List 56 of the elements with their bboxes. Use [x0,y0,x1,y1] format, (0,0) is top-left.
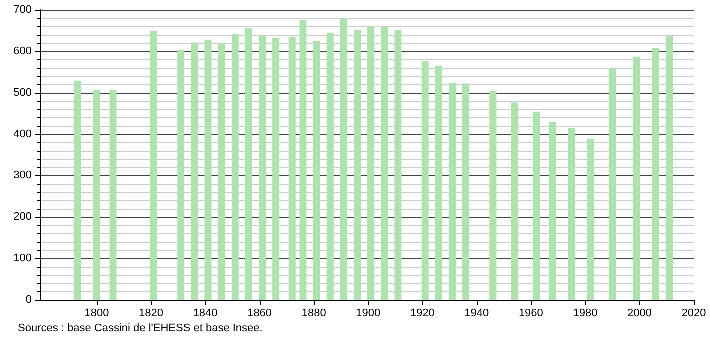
x-tick-label: 2020 [682,308,706,320]
x-tick-label: 1840 [193,308,218,320]
x-tick-label: 1980 [573,308,598,320]
bar [178,50,185,300]
y-tick-label: 0 [26,294,32,306]
bar [381,26,388,300]
bar [204,40,212,300]
y-tick-label: 600 [14,45,32,58]
y-tick-label: 400 [14,128,32,140]
bar [666,36,674,300]
bar [259,36,266,300]
bar [368,26,375,300]
bar [435,66,442,300]
x-tick-label: 2000 [627,308,652,320]
bar [272,38,280,300]
bar [549,122,556,300]
bar [74,80,82,300]
bar [354,30,361,300]
y-tick-label: 300 [14,170,32,182]
bar [533,112,540,300]
x-tick-label: 1920 [410,308,435,320]
y-tick-label: 100 [14,252,32,265]
y-tick-label: 700 [14,4,32,16]
bar [218,44,226,300]
x-tick-label: 1860 [248,308,272,320]
bar [609,68,616,300]
bar [288,36,296,300]
x-tick-label: 1960 [518,308,544,320]
bar [110,90,117,300]
bar [462,84,470,300]
bar [511,102,518,300]
x-tick-label: 1820 [139,308,164,320]
bar [232,34,239,300]
bar [191,42,198,300]
x-tick-label: 1900 [356,308,381,320]
bar [245,28,252,300]
x-tick-label: 1940 [464,308,490,320]
source-note: Sources : base Cassini de l'EHESS et base Insee. [18,322,263,334]
bar [313,41,320,300]
x-tick-label: 1880 [302,308,326,320]
bar [394,30,402,300]
bar [490,91,497,300]
bar [93,90,100,300]
bar [568,128,576,300]
bar [652,48,660,300]
bar [448,83,456,300]
y-tick-label: 200 [14,211,32,224]
bar [340,18,348,300]
bar [634,56,641,300]
y-tick-label: 500 [14,86,32,99]
bar [326,33,334,300]
bar [422,60,429,300]
bar [587,138,594,300]
bar [300,20,307,300]
x-tick-label: 1800 [84,308,110,320]
bar [150,32,158,300]
